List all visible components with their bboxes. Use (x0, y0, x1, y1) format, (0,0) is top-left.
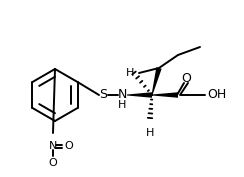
Text: O: O (181, 73, 191, 85)
Polygon shape (152, 67, 162, 95)
Text: H: H (118, 100, 126, 110)
Text: O: O (49, 158, 57, 168)
Text: OH: OH (207, 88, 227, 101)
Text: H: H (146, 128, 154, 138)
Text: N: N (49, 141, 57, 151)
Polygon shape (152, 92, 178, 98)
Text: N: N (117, 88, 127, 101)
Text: S: S (99, 88, 107, 101)
Text: H: H (126, 68, 134, 78)
Polygon shape (127, 92, 152, 98)
Text: O: O (65, 141, 73, 151)
